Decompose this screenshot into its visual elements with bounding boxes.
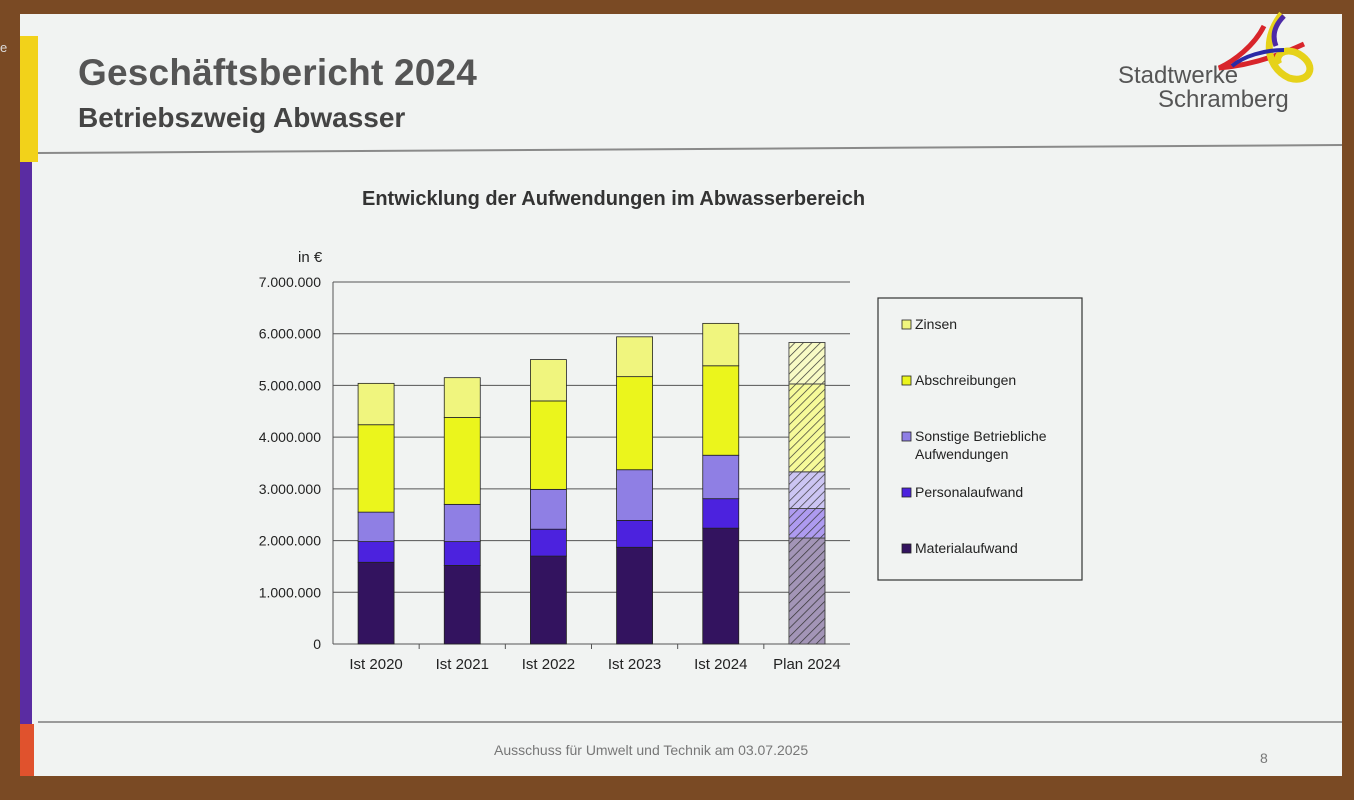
accent-bar-purple [20, 162, 32, 724]
page-number: 8 [1260, 750, 1268, 766]
bar-segment [702, 454, 740, 500]
bar-segment [530, 528, 567, 557]
edge-glyph: e [0, 40, 8, 55]
bar-segment [443, 541, 481, 566]
bar-segment [443, 564, 481, 645]
logo-text-stadtwerke: Stadtwerke [1118, 62, 1239, 89]
x-tick-label: Ist 2020 [349, 656, 402, 673]
x-tick-label: Ist 2024 [694, 656, 747, 673]
y-tick-label: 7.000.000 [259, 274, 321, 290]
accent-bar-red [20, 724, 34, 776]
bar-segment-hatch [788, 508, 826, 539]
y-axis-label: in € [298, 249, 323, 266]
bar-segment-hatch [788, 383, 826, 473]
stacked-bar-chart: in € 0 1.000.000 2.000.000 3.000.000 4.000.0… [259, 249, 1083, 673]
legend-swatch [901, 431, 912, 442]
legend-label: Materialaufwand [915, 540, 1018, 556]
bar-segment [530, 555, 567, 645]
x-tick-label: Plan 2024 [773, 656, 841, 673]
bar-segment [616, 469, 653, 521]
footer-text: Ausschuss für Umwelt und Technik am 03.0… [494, 742, 809, 758]
x-tick-label: Ist 2021 [436, 656, 489, 673]
y-tick-label: 3.000.000 [259, 481, 321, 497]
y-tick-label: 1.000.000 [259, 584, 321, 600]
bar-segment [357, 424, 395, 513]
bar-segment [616, 376, 653, 471]
chart-title: Entwicklung der Aufwendungen im Abwasser… [362, 188, 866, 210]
legend-swatch [901, 319, 912, 330]
bar-segment [702, 365, 740, 456]
bar-segment [530, 400, 567, 490]
logo-text-schramberg: Schramberg [1158, 86, 1289, 113]
slide-subtitle: Betriebszweig Abwasser [78, 102, 406, 133]
bar-segment [357, 511, 395, 543]
legend-label: Abschreibungen [915, 372, 1016, 388]
bar-segment [530, 359, 567, 402]
accent-bar-yellow [20, 36, 38, 162]
y-tick-label: 2.000.000 [259, 533, 321, 549]
footer-divider [38, 721, 1342, 723]
legend-swatch [901, 487, 912, 498]
bar-segment [616, 546, 653, 645]
y-tick-label: 4.000.000 [259, 429, 321, 445]
legend-swatch [901, 375, 912, 386]
legend-swatch [901, 543, 912, 554]
legend-box [877, 297, 1083, 581]
x-tick-label: Ist 2022 [522, 656, 575, 673]
y-tick-label: 5.000.000 [259, 377, 321, 393]
bar-segment [357, 561, 395, 645]
legend-label: Aufwendungen [915, 446, 1008, 462]
bar-segment [616, 520, 653, 548]
bar-segment [443, 503, 481, 543]
bar-segment [530, 488, 567, 530]
bar-segment [702, 527, 740, 645]
y-tick-label: 0 [313, 636, 321, 652]
bar-segment [443, 417, 481, 505]
bar-segment [357, 382, 395, 426]
bar-segment-hatch [788, 471, 826, 509]
slide-title: Geschäftsbericht 2024 [78, 52, 478, 93]
x-tick-label: Ist 2023 [608, 656, 661, 673]
y-tick-label: 6.000.000 [259, 326, 321, 342]
bar-segment [443, 377, 481, 418]
stadtwerke-logo-icon [1217, 11, 1314, 83]
presentation-slide: Geschäftsbericht 2024 Betriebszweig Abwa… [20, 11, 1342, 776]
bar-segment [702, 322, 740, 367]
bar-segment [616, 336, 653, 378]
bar-segment [357, 541, 395, 563]
legend-label: Personalaufwand [915, 484, 1023, 500]
bar-segment-hatch [788, 342, 826, 385]
bar-segment [702, 498, 740, 529]
legend-label: Sonstige Betriebliche [915, 428, 1047, 444]
legend-label: Zinsen [915, 316, 957, 332]
bar-segment-hatch [788, 537, 826, 645]
